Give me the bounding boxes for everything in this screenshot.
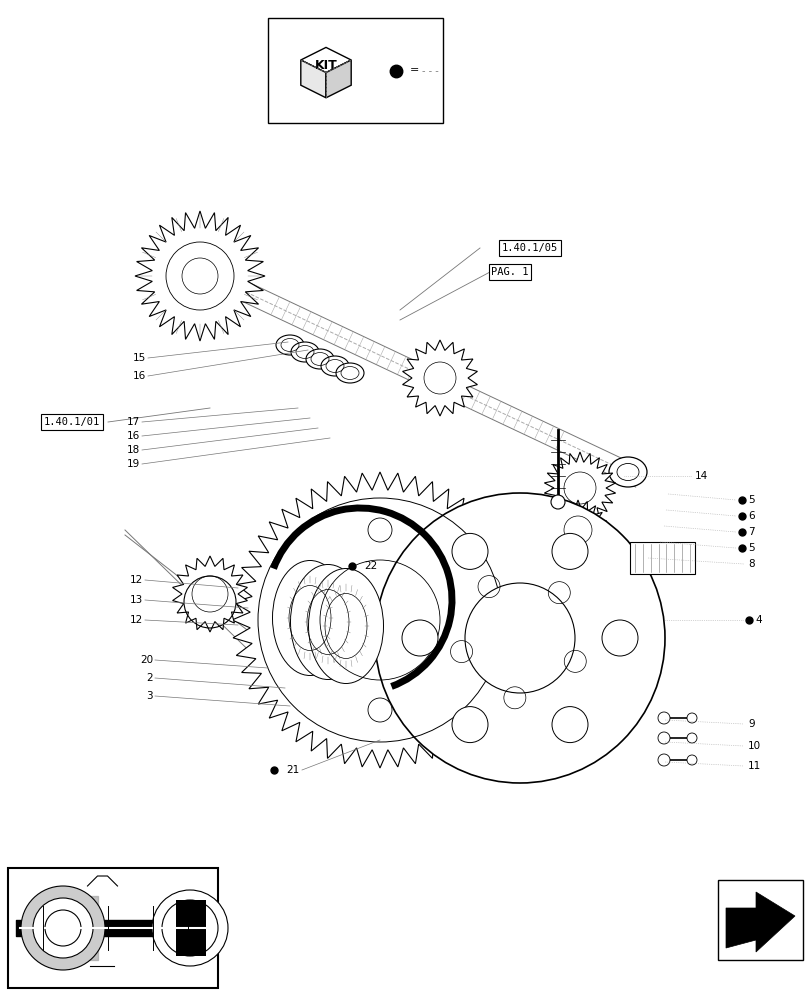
Circle shape	[162, 900, 217, 956]
Text: 9: 9	[747, 719, 753, 729]
Text: 7: 7	[747, 527, 753, 537]
Circle shape	[452, 533, 487, 569]
Text: 12: 12	[130, 575, 143, 585]
Circle shape	[686, 755, 696, 765]
Bar	[629, 542, 694, 574]
Text: 10: 10	[747, 741, 760, 751]
Polygon shape	[325, 60, 351, 98]
Text: 6: 6	[747, 511, 753, 521]
Ellipse shape	[336, 363, 363, 383]
Ellipse shape	[308, 568, 383, 684]
Text: 17: 17	[127, 417, 139, 427]
Text: PAG. 1: PAG. 1	[491, 267, 528, 277]
Circle shape	[33, 898, 93, 958]
Circle shape	[686, 713, 696, 723]
Circle shape	[375, 493, 664, 783]
Circle shape	[465, 583, 574, 693]
Ellipse shape	[290, 342, 319, 362]
Text: 13: 13	[130, 595, 143, 605]
Polygon shape	[547, 500, 607, 560]
Text: 3: 3	[146, 691, 152, 701]
Polygon shape	[300, 47, 351, 73]
Text: 1.40.1/01: 1.40.1/01	[44, 417, 100, 427]
Circle shape	[686, 733, 696, 743]
Circle shape	[152, 890, 228, 966]
Polygon shape	[300, 60, 325, 98]
Circle shape	[21, 886, 105, 970]
Circle shape	[452, 707, 487, 743]
Text: 5: 5	[747, 543, 753, 553]
Circle shape	[657, 732, 669, 744]
Circle shape	[551, 707, 587, 743]
Polygon shape	[543, 452, 615, 524]
Circle shape	[657, 754, 669, 766]
Text: 14: 14	[694, 471, 707, 481]
Ellipse shape	[306, 349, 333, 369]
Bar	[8, 868, 217, 988]
Circle shape	[657, 712, 669, 724]
Circle shape	[45, 910, 81, 946]
Circle shape	[551, 495, 564, 509]
Polygon shape	[135, 211, 264, 341]
Ellipse shape	[272, 560, 347, 676]
Text: 15: 15	[132, 353, 146, 363]
Text: 5: 5	[747, 495, 753, 505]
Text: 11: 11	[747, 761, 761, 771]
Text: 4: 4	[754, 615, 761, 625]
Circle shape	[551, 533, 587, 569]
Text: 20: 20	[139, 655, 152, 665]
Circle shape	[367, 518, 392, 542]
Circle shape	[401, 620, 437, 656]
Text: 1.40.1/05: 1.40.1/05	[501, 243, 557, 253]
Bar	[268, 18, 443, 123]
Text: KIT: KIT	[314, 59, 337, 72]
Text: 16: 16	[132, 371, 146, 381]
Ellipse shape	[276, 335, 303, 355]
Text: 12: 12	[130, 615, 143, 625]
Text: 2: 2	[146, 673, 152, 683]
Polygon shape	[232, 472, 527, 768]
Text: 21: 21	[285, 765, 299, 775]
Ellipse shape	[608, 457, 646, 487]
Bar	[717, 880, 802, 960]
Text: 22: 22	[363, 561, 377, 571]
Text: 16: 16	[127, 431, 139, 441]
Text: - - -: - - -	[422, 66, 438, 76]
Bar	[176, 900, 206, 956]
Text: 18: 18	[127, 445, 139, 455]
Text: 19: 19	[127, 459, 139, 469]
Circle shape	[367, 698, 392, 722]
Polygon shape	[402, 340, 477, 416]
Polygon shape	[173, 556, 247, 632]
Text: 8: 8	[747, 559, 753, 569]
Ellipse shape	[290, 564, 365, 680]
Circle shape	[601, 620, 637, 656]
Text: =: =	[410, 66, 418, 76]
Polygon shape	[725, 892, 794, 952]
Ellipse shape	[320, 356, 349, 376]
